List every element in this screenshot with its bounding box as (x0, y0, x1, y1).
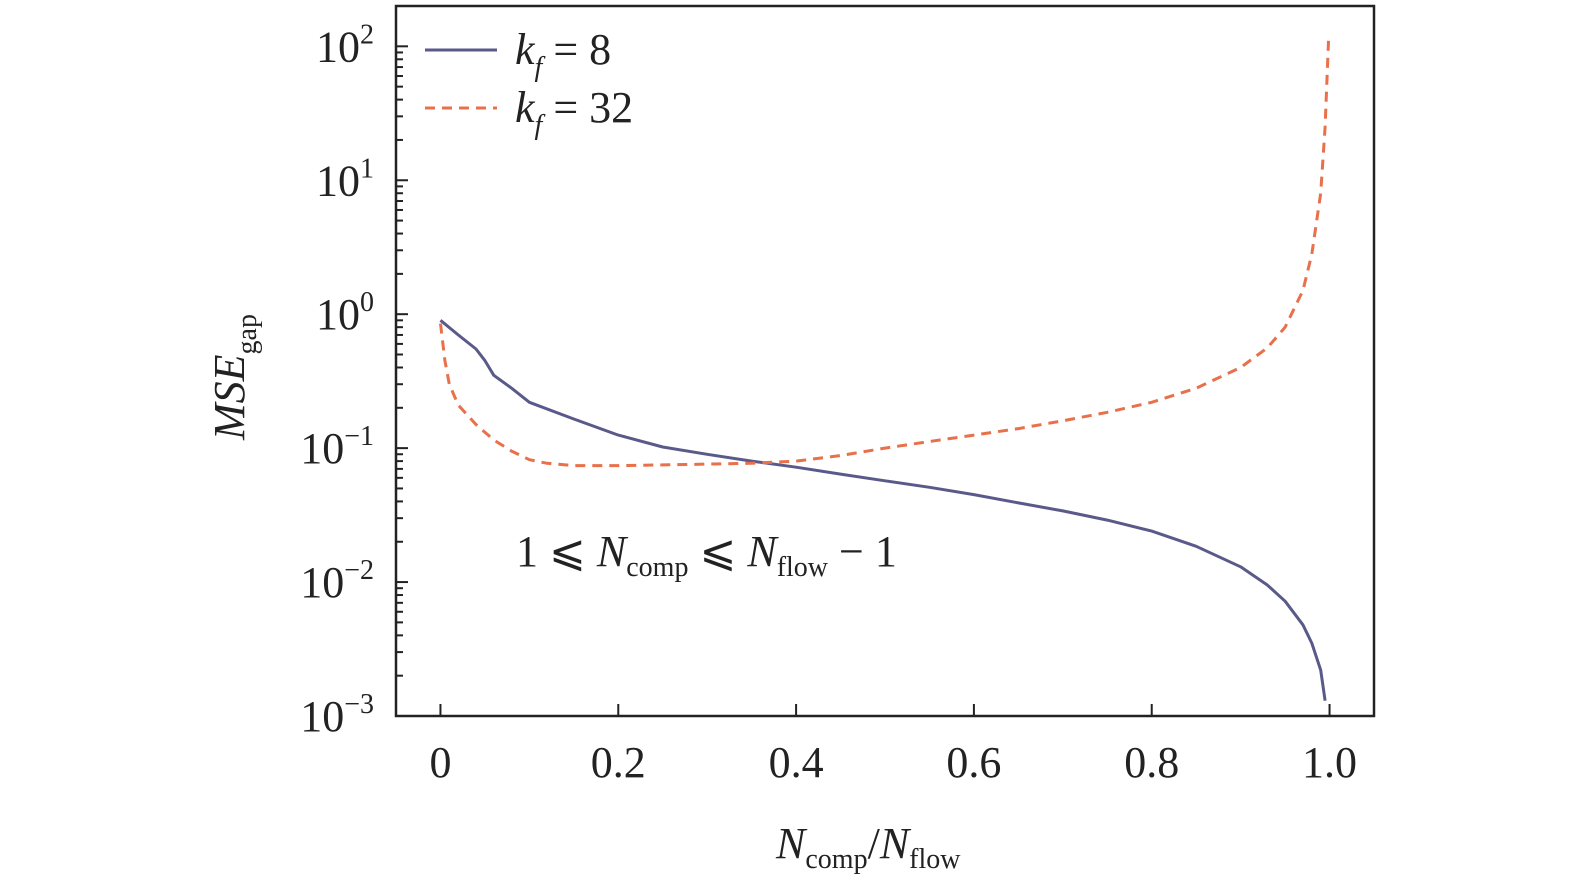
series-line-1 (439, 319, 1327, 701)
x-tick-label: 0.8 (1124, 738, 1179, 787)
x-axis-label: Ncomp/Nflow (775, 819, 961, 875)
x-axis: 0 0.2 0.4 0.6 0.8 1.0 (429, 704, 1357, 787)
y-tick-label: 102 (316, 19, 374, 71)
y-axis-label: MSEgap (205, 314, 263, 441)
legend-label-series-1: kf = 8 (515, 25, 611, 83)
y-axis: 10−3 10−2 10−1 100 101 102 (300, 5, 408, 741)
legend-label-series-2: kf = 32 (515, 83, 633, 141)
x-tick-label: 0.2 (591, 738, 646, 787)
x-tick-label: 0 (429, 738, 451, 787)
range-annotation: 1 ⩽ Ncomp ⩽ Nflow − 1 (516, 527, 897, 583)
y-tick-label: 100 (316, 287, 374, 339)
series-layer (439, 35, 1331, 701)
x-tick-label: 1.0 (1302, 738, 1357, 787)
legend: kf = 8 kf = 32 (425, 25, 633, 141)
y-tick-label: 10−1 (300, 421, 374, 473)
y-tick-label: 10−3 (300, 689, 374, 741)
plot-frame (394, 4, 1376, 718)
y-tick-label: 10−2 (300, 555, 374, 607)
x-tick-label: 0.6 (946, 738, 1001, 787)
series-line-2 (439, 35, 1331, 468)
x-tick-label: 0.4 (769, 738, 824, 787)
y-tick-label: 101 (316, 153, 374, 205)
